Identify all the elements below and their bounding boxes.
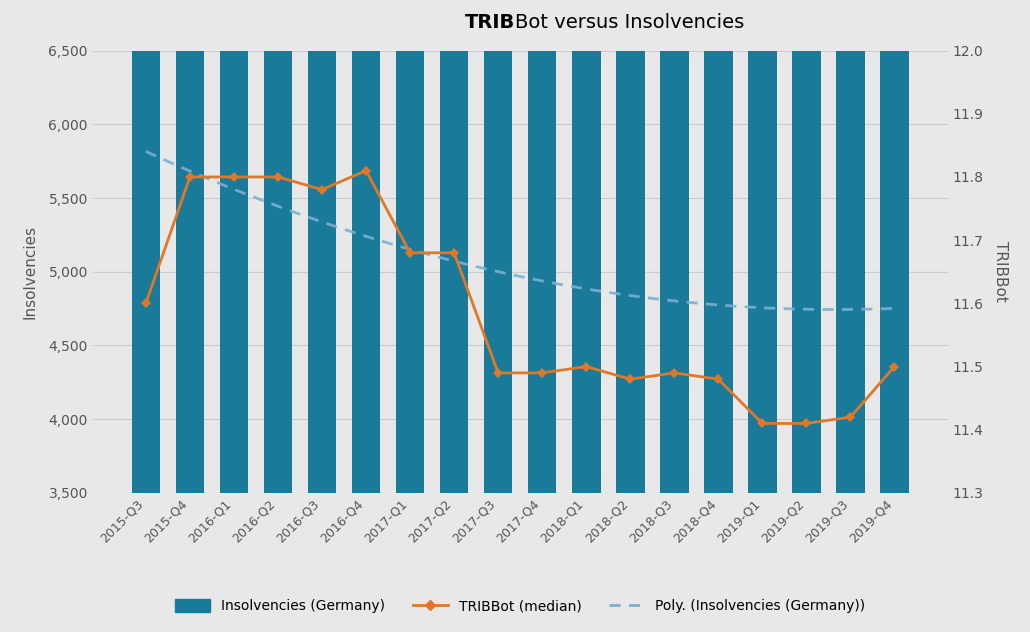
Bar (660, 0, 689, 493)
Bar (264, 0, 293, 493)
Text: Bot versus Insolvencies: Bot versus Insolvencies (515, 13, 745, 32)
Bar (880, 0, 908, 493)
Bar (616, 0, 645, 493)
Bar (175, 0, 204, 493)
Bar (440, 0, 469, 493)
Bar (527, 0, 556, 493)
Bar (308, 0, 337, 493)
Bar (748, 0, 777, 493)
Bar (572, 0, 600, 493)
Y-axis label: Insolvencies: Insolvencies (23, 225, 37, 319)
Bar (396, 0, 424, 493)
Bar (484, 0, 513, 493)
Legend: Insolvencies (Germany), TRIBBot (median), Poly. (Insolvencies (Germany)): Insolvencies (Germany), TRIBBot (median)… (170, 593, 870, 619)
Bar (703, 0, 732, 493)
Bar (836, 0, 865, 493)
Bar (132, 0, 161, 493)
Text: TRIB: TRIB (465, 13, 515, 32)
Bar (792, 0, 821, 493)
Bar (351, 0, 380, 493)
Y-axis label: TRIBBot: TRIBBot (994, 241, 1008, 302)
Bar (219, 0, 248, 493)
